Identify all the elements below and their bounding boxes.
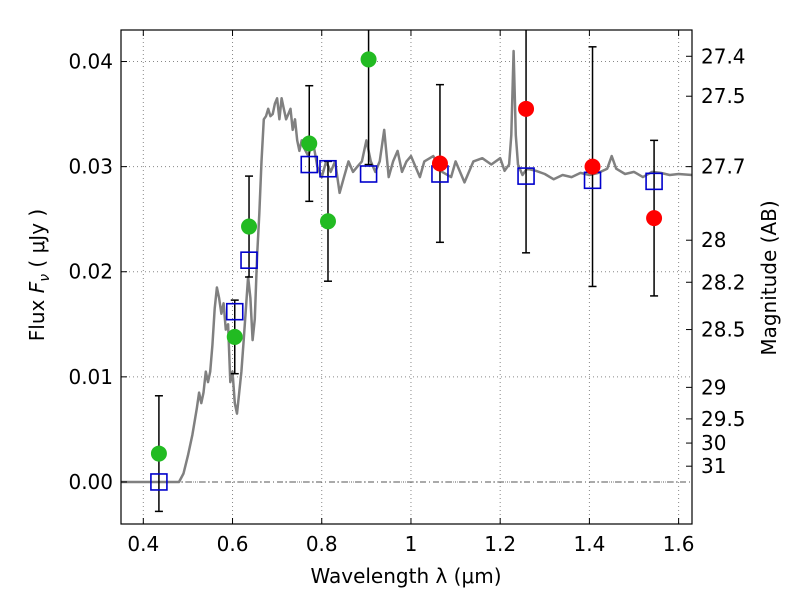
model-flux-square <box>319 159 337 178</box>
y-tick-label: 0.04 <box>68 50 113 74</box>
y2-tick-label: 30 <box>701 431 726 455</box>
y-tick-label: 0.00 <box>68 470 113 494</box>
x-tick-label: 1.6 <box>663 532 695 556</box>
x-tick-label: 1.2 <box>484 532 516 556</box>
y2-tick-label: 28.2 <box>701 270 746 294</box>
y-axis-label-symbol: F <box>25 281 49 293</box>
x-tick-label: 0.8 <box>306 532 338 556</box>
y2-tick-label: 29.5 <box>701 407 746 431</box>
x-tick-label: 0.4 <box>127 532 159 556</box>
red-data-point <box>584 158 601 175</box>
y2-tick-label: 29 <box>701 375 726 399</box>
axes: 0.4 0.6 0.8 1 1.2 1.4 1.6 0.00 0.01 0.02 0.03 0.04 2… <box>68 29 746 556</box>
green-data-point <box>226 328 243 345</box>
red-data-point <box>646 210 663 227</box>
y-tick-label: 0.01 <box>68 365 113 389</box>
y-axis-label-suffix: ( μJy ) <box>25 209 49 274</box>
y2-tick-label: 27.5 <box>701 84 746 108</box>
x-tick-label: 1 <box>405 532 418 556</box>
model-flux-square <box>359 165 378 183</box>
y-axis-label-subscript: ν <box>37 274 53 282</box>
model-flux-square <box>150 473 168 491</box>
y2-tick-label: 28.5 <box>701 318 746 342</box>
y2-tick-label: 28 <box>701 228 726 252</box>
y-tick-label: 0.02 <box>68 260 113 284</box>
y2-axis-label: Magnitude (AB) <box>757 200 781 355</box>
green-data-point <box>301 135 318 152</box>
y-tick-label: 0.03 <box>68 155 113 179</box>
plot-area <box>121 30 693 513</box>
model-flux-square <box>517 167 535 185</box>
y2-tick-label: 27.4 <box>701 44 746 68</box>
model-flux-square <box>300 155 319 174</box>
model-flux-square <box>645 172 663 191</box>
y-axis-label: Flux Fν ( μJy ) <box>25 209 53 341</box>
model-flux-square <box>225 302 244 321</box>
green-data-point <box>319 213 336 230</box>
green-data-point <box>241 218 258 235</box>
x-tick-label: 0.6 <box>217 532 249 556</box>
y2-tick-label: 31 <box>701 454 726 478</box>
red-data-point <box>518 100 535 117</box>
model-flux-square <box>240 251 258 269</box>
y2-tick-label: 27.7 <box>701 155 746 179</box>
green-data-point <box>150 445 167 462</box>
y-axis-label-prefix: Flux <box>25 293 49 341</box>
red-data-point <box>431 155 448 172</box>
x-axis-label: Wavelength λ (μm) <box>310 564 501 588</box>
x-tick-label: 1.4 <box>573 532 605 556</box>
green-data-point <box>360 51 377 68</box>
plot-frame <box>120 29 693 525</box>
